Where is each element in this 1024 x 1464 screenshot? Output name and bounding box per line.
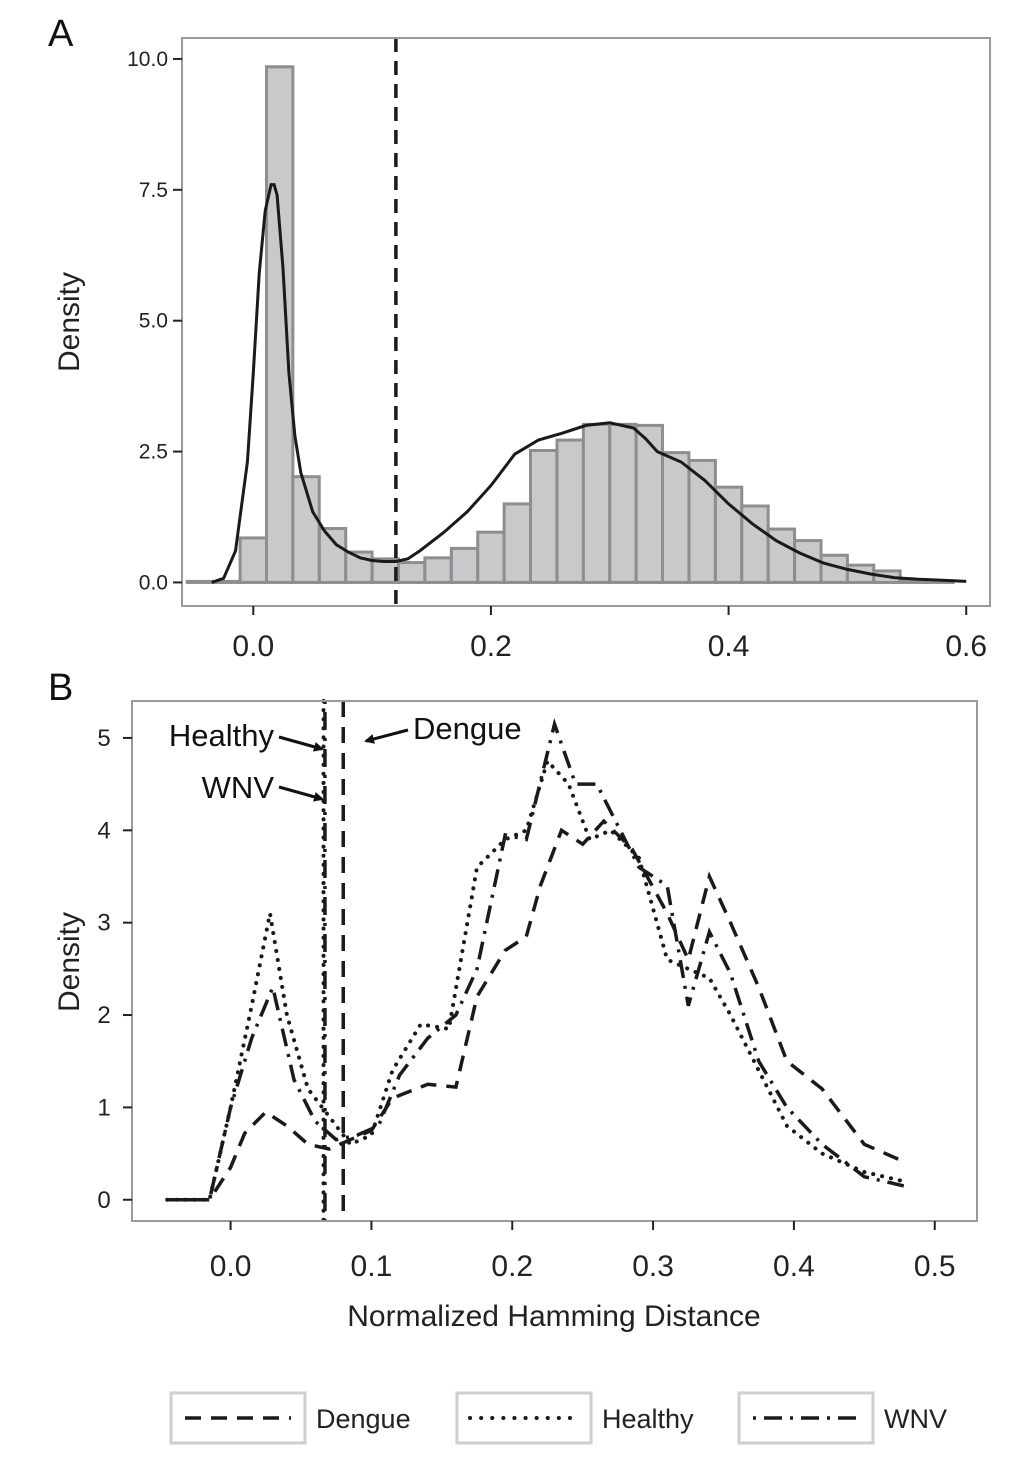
legend: Dengue Healthy WNV <box>169 1391 947 1445</box>
panel-a-y-axis-title: Density <box>53 272 86 372</box>
y-tick-label: 1 <box>97 1094 110 1121</box>
panel-b-y-axis: 0 1 2 3 4 5 <box>97 725 132 1214</box>
panel-b-y-axis-title: Density <box>53 912 86 1012</box>
legend-label-wnv: WNV <box>884 1404 947 1434</box>
y-tick-label: 10.0 <box>127 48 168 71</box>
annotation-wnv: WNV <box>202 770 275 805</box>
histogram-bar <box>317 527 348 584</box>
y-tick-label: 2 <box>97 1002 110 1029</box>
histogram-bar <box>238 536 268 584</box>
y-tick-label: 4 <box>97 817 110 844</box>
x-tick-label: 0.2 <box>470 630 512 663</box>
histogram-bar <box>502 502 533 584</box>
panel-b-series <box>165 717 908 1202</box>
y-tick-label: 5 <box>97 725 110 752</box>
x-tick-label: 0.1 <box>351 1250 393 1283</box>
panel-b-thresholds <box>321 699 345 1223</box>
panel-b: B 0 1 2 3 4 5 0.0 0.1 0.2 0.3 0.4 0.5 Density Norm… <box>48 667 978 1333</box>
annotation-healthy: Healthy <box>169 718 275 753</box>
panel-a-density-curve <box>211 183 967 584</box>
histogram-bar <box>423 556 453 584</box>
histogram-bar <box>449 546 480 584</box>
histogram-bar <box>396 561 427 584</box>
histogram-bar <box>634 423 665 584</box>
histogram-bar <box>344 550 374 584</box>
y-tick-label: 3 <box>97 910 110 937</box>
x-tick-label: 0.4 <box>773 1250 815 1283</box>
histogram-bar <box>476 530 506 584</box>
histogram-bar <box>185 579 216 584</box>
histogram-bar <box>581 422 612 584</box>
x-tick-label: 0.0 <box>210 1250 252 1283</box>
y-tick-label: 5.0 <box>139 310 168 333</box>
y-tick-label: 0 <box>97 1187 110 1214</box>
y-tick-label: 2.5 <box>139 441 168 464</box>
panel-a: A 0.0 2.5 5.0 7.5 10.0 0.0 0.2 0.4 0.6 Density <box>48 13 991 663</box>
panel-b-plot-frame <box>131 700 978 1222</box>
y-tick-label: 7.5 <box>139 179 168 202</box>
panel-b-x-axis: 0.0 0.1 0.2 0.3 0.4 0.5 <box>210 1221 956 1283</box>
panel-a-histogram <box>185 65 955 584</box>
series-line-dengue <box>167 818 908 1202</box>
annotation-wnv-arrow <box>278 785 324 802</box>
legend-label-dengue: Dengue <box>316 1404 411 1434</box>
panel-a-y-axis: 0.0 2.5 5.0 7.5 10.0 <box>127 48 182 594</box>
x-tick-label: 0.4 <box>708 630 750 663</box>
histogram-bar <box>898 579 929 584</box>
x-tick-label: 0.2 <box>491 1250 533 1283</box>
panel-a-plot-frame <box>181 37 991 607</box>
legend-label-healthy: Healthy <box>602 1404 694 1434</box>
panel-b-label: B <box>48 667 73 709</box>
histogram-bar <box>608 422 638 584</box>
series-line-wnv <box>167 717 905 1202</box>
histogram-bar <box>555 438 585 584</box>
panel-b-x-axis-title: Normalized Hamming Distance <box>347 1300 760 1333</box>
x-tick-label: 0.0 <box>232 630 274 663</box>
panel-a-label: A <box>48 13 74 55</box>
annotation-dengue: Dengue <box>413 711 522 746</box>
x-tick-label: 0.6 <box>945 630 987 663</box>
histogram-bar <box>264 65 295 584</box>
histogram-bar <box>766 527 797 584</box>
x-tick-label: 0.5 <box>914 1250 956 1283</box>
x-tick-label: 0.3 <box>632 1250 674 1283</box>
histogram-bar <box>661 451 691 584</box>
annotation-dengue-arrow <box>364 728 409 744</box>
histogram-bar <box>713 485 744 584</box>
histogram-bar <box>529 449 559 584</box>
y-tick-label: 0.0 <box>139 571 168 594</box>
series-line-healthy <box>165 757 906 1202</box>
histogram-bar <box>687 458 717 584</box>
annotation-healthy-arrow <box>278 735 324 752</box>
panel-a-x-axis: 0.0 0.2 0.4 0.6 <box>232 606 987 663</box>
